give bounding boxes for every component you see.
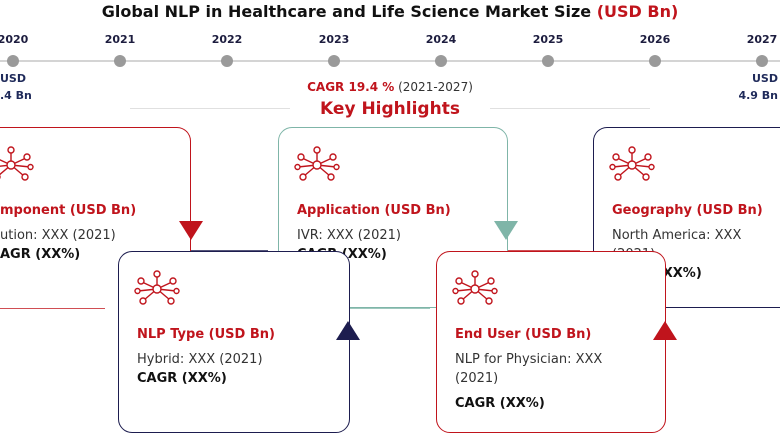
end-user-body-year: (2021) xyxy=(455,371,499,386)
arrow-down-red-icon xyxy=(179,221,203,240)
timeline-year: 2020 xyxy=(0,33,29,46)
timeline-dot xyxy=(542,55,554,67)
arrow-down-teal-icon xyxy=(494,221,518,240)
card-component-text: mponent (USD Bn) ution: XXX (2021) AGR (… xyxy=(0,201,136,264)
key-highlights-heading: Key Highlights xyxy=(290,99,490,119)
timeline-year: 2022 xyxy=(211,33,243,46)
end-user-cagr: CAGR (XX%) xyxy=(455,396,545,411)
timeline-item: 2023 xyxy=(304,31,364,67)
timeline-year: 2024 xyxy=(425,33,457,46)
timeline-item: 2025 xyxy=(518,31,578,67)
timeline-year: 2026 xyxy=(639,33,671,46)
component-body: ution: XXX (2021) xyxy=(0,228,116,243)
card-nlp-type-text: NLP Type (USD Bn) Hybrid: XXX (2021) CAG… xyxy=(137,325,275,388)
timeline-year: 2025 xyxy=(532,33,564,46)
cagr-value: CAGR 19.4 % xyxy=(307,80,395,94)
timeline-item: 2022 xyxy=(197,31,257,67)
card-end-user-text: End User (USD Bn) NLP for Physician: XXX… xyxy=(455,325,602,413)
timeline-dot xyxy=(435,55,447,67)
page-title: Global NLP in Healthcare and Life Scienc… xyxy=(0,2,780,21)
title-main: Global NLP in Healthcare and Life Scienc… xyxy=(101,2,592,21)
end-value-amount: 4.9 Bn xyxy=(738,89,778,102)
application-title: Application (USD Bn) xyxy=(297,203,451,218)
timeline-dot xyxy=(756,55,768,67)
component-cagr: AGR (XX%) xyxy=(0,247,81,262)
end-value: USD 4.9 Bn xyxy=(738,70,778,104)
timeline-dot xyxy=(114,55,126,67)
timeline-dot xyxy=(649,55,661,67)
application-body: IVR: XXX (2021) xyxy=(297,228,401,243)
end-user-body: NLP for Physician: XXX xyxy=(455,352,603,367)
geography-title: Geography (USD Bn) xyxy=(612,203,763,218)
start-value-amount: .4 Bn xyxy=(0,89,32,102)
title-unit: (USD Bn) xyxy=(596,2,679,21)
geography-body: North America: XXX xyxy=(612,228,742,243)
timeline-year: 2021 xyxy=(104,33,136,46)
end-user-title: End User (USD Bn) xyxy=(455,327,592,342)
timeline-dot xyxy=(221,55,233,67)
start-value: USD .4 Bn xyxy=(0,70,32,104)
timeline-dot xyxy=(7,55,19,67)
timeline-item: 2027 xyxy=(732,31,780,67)
timeline-year: 2027 xyxy=(746,33,778,46)
timeline-item: 2021 xyxy=(90,31,150,67)
cagr-summary: CAGR 19.4 % (2021-2027) xyxy=(0,80,780,94)
timeline-dot xyxy=(328,55,340,67)
timeline-line xyxy=(0,60,780,62)
nlp-type-body: Hybrid: XXX (2021) xyxy=(137,352,263,367)
timeline-item: 2020 xyxy=(0,31,43,67)
timeline-item: 2026 xyxy=(625,31,685,67)
timeline-year: 2023 xyxy=(318,33,350,46)
end-value-label: USD xyxy=(752,72,778,85)
start-value-label: USD xyxy=(0,72,26,85)
timeline-item: 2024 xyxy=(411,31,471,67)
nlp-type-title: NLP Type (USD Bn) xyxy=(137,327,275,342)
arrow-up-navy-icon xyxy=(336,321,360,340)
nlp-type-cagr: CAGR (XX%) xyxy=(137,371,227,386)
cagr-period: (2021-2027) xyxy=(398,80,473,94)
arrow-up-red-icon xyxy=(653,321,677,340)
component-title: mponent (USD Bn) xyxy=(0,203,137,218)
